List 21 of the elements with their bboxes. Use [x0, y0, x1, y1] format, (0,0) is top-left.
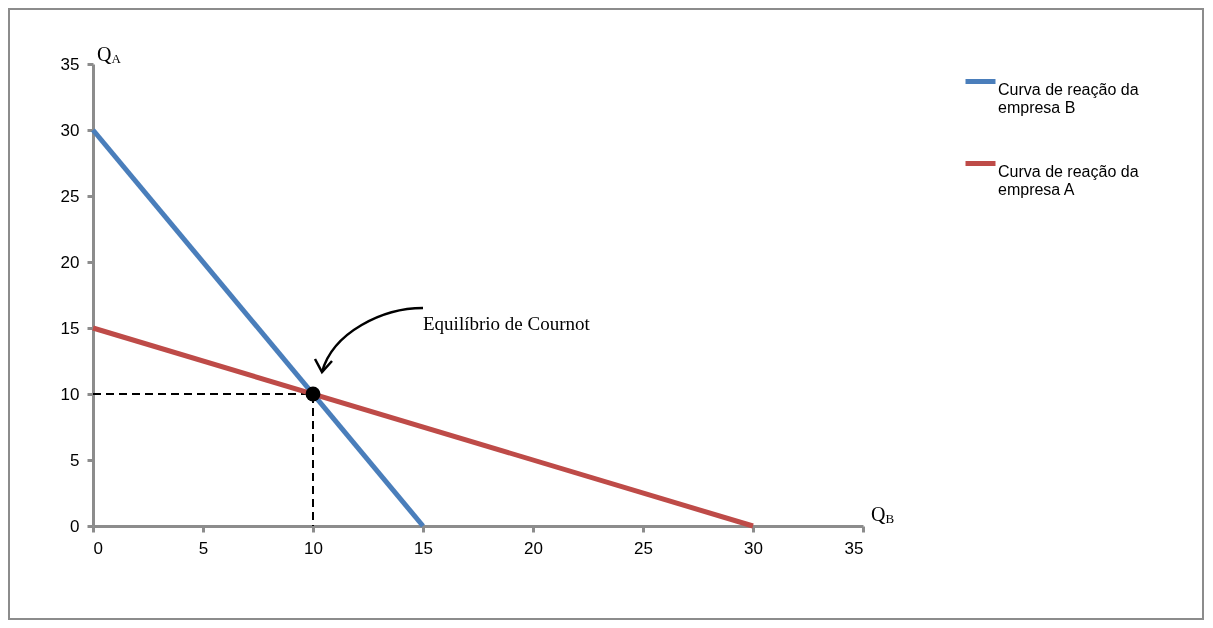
x-tick-label: 0 [93, 538, 103, 558]
x-tick-label: 25 [634, 538, 653, 558]
x-tick-label: 35 [844, 538, 864, 558]
x-tick-label: 30 [744, 538, 763, 558]
y-tick-label: 30 [60, 120, 80, 140]
y-tick-label: 35 [60, 54, 80, 74]
x-tick-label: 5 [198, 538, 209, 558]
x-axis-title: Q$_{B}$ [871, 503, 895, 526]
y-tick-label: 10 [60, 384, 80, 404]
x-tick-label: 20 [524, 538, 543, 558]
legend-label: Curva de reação da empresa A [998, 162, 1139, 198]
y-tick-label: 0 [70, 516, 80, 536]
y-tick-label: 25 [60, 186, 80, 206]
x-tick-label: 10 [304, 538, 323, 558]
annotation: Equilíbrio de Cournot [423, 313, 591, 334]
x-tick-label: 15 [414, 538, 433, 558]
legend-label: Curva de reação da empresa B [998, 80, 1139, 116]
y-tick-label: 5 [70, 450, 80, 470]
y-tick-label: 15 [60, 318, 80, 338]
y-tick-label: 20 [60, 252, 80, 272]
y-axis-title: Q$_{A}$ [97, 43, 121, 66]
